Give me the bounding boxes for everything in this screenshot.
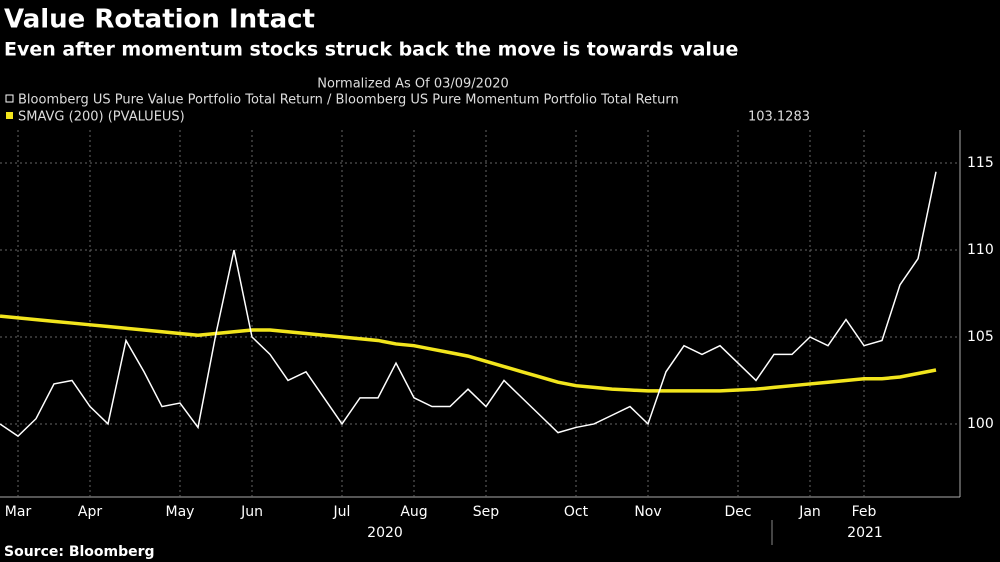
legend-swatch <box>6 112 13 119</box>
series-line <box>0 171 937 438</box>
series-line <box>0 314 937 393</box>
x-tick-label: May <box>166 504 195 520</box>
x-tick-label: Mar <box>5 504 32 520</box>
x-tick-label: Nov <box>634 504 661 520</box>
chart-subtitle: Even after momentum stocks struck back t… <box>4 39 738 61</box>
x-tick-label: Jul <box>333 504 351 520</box>
x-tick-label: Jun <box>240 504 263 520</box>
legend-label: Bloomberg US Pure Value Portfolio Total … <box>18 93 679 108</box>
y-tick-label: 105 <box>967 329 994 345</box>
legend-label: SMAVG (200) (PVALUEUS) <box>18 110 185 125</box>
x-tick-label: Feb <box>852 504 877 520</box>
latest-value: 103.1283 <box>748 110 810 125</box>
x-tick-label: Apr <box>78 504 102 520</box>
y-tick-label: 110 <box>967 242 994 258</box>
x-tick-label: Jan <box>798 504 821 520</box>
y-tick-label: 100 <box>967 416 994 432</box>
x-tick-label: Dec <box>724 504 751 520</box>
y-tick-label: 115 <box>967 155 994 171</box>
x-tick-label: Oct <box>564 504 589 520</box>
legend-swatch <box>5 94 14 103</box>
year-label: 2020 <box>367 525 403 541</box>
chart-title: Value Rotation Intact <box>4 5 315 35</box>
note: Normalized As Of 03/09/2020 <box>317 77 509 92</box>
year-label: 2021 <box>847 525 883 541</box>
x-tick-label: Sep <box>473 504 500 520</box>
x-tick-label: Aug <box>400 504 427 520</box>
source: Source: Bloomberg <box>4 544 155 560</box>
